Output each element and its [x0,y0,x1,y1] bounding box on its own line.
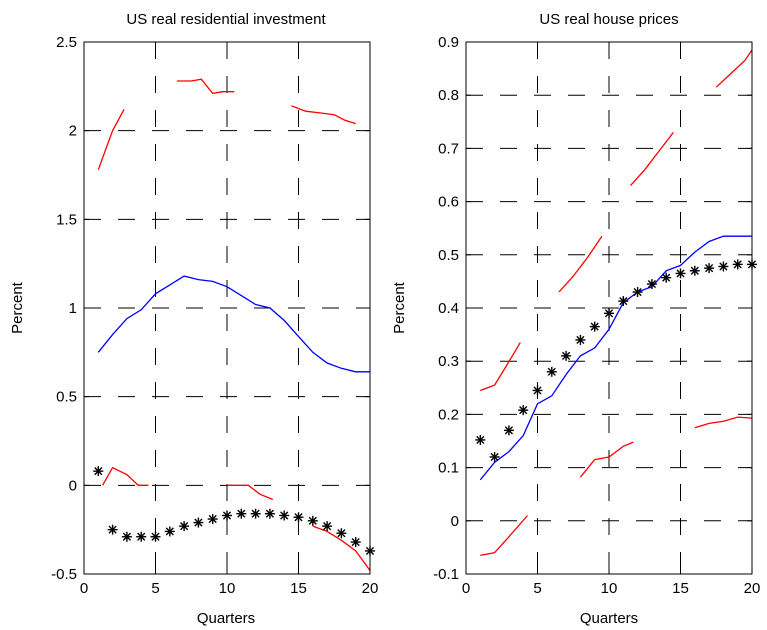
y-axis-label: Percent [9,281,26,334]
confidence-band-segment [227,484,274,501]
y-tick-label: 0.5 [438,247,459,264]
star-marker [518,405,529,416]
star-marker [93,466,104,477]
star-marker [350,537,361,548]
star-marker [336,528,347,539]
star-marker [250,508,261,519]
star-marker [546,366,557,377]
data-series [475,49,757,557]
star-marker [561,350,572,361]
star-marker [675,268,686,279]
y-tick-label: 2 [69,123,77,140]
y-axis-label: Percent [391,281,408,334]
x-tick-label: 20 [362,580,379,597]
star-marker [107,524,118,535]
star-marker [661,272,672,283]
y-tick-label: 0.3 [438,353,459,370]
star-marker [264,508,275,519]
x-tick-label: 5 [151,580,159,597]
confidence-band-segment [694,416,753,429]
x-axis-label: Quarters [580,610,638,627]
x-tick-label: 5 [533,580,541,597]
star-marker [207,514,218,525]
data-series [93,78,375,571]
y-tick-label: -0.5 [51,566,77,583]
median-response-line [479,235,752,481]
y-tick-label: 0.5 [56,389,77,406]
x-tick-label: 10 [219,580,236,597]
x-tick-label: 20 [744,580,761,597]
y-tick-label: 0 [451,513,459,530]
y-tick-label: -0.1 [433,566,459,583]
tick-labels: 0 5 10 15 20-0.500.511.522.5 [51,34,378,597]
star-marker [222,510,232,521]
median-response-line [97,275,370,373]
star-marker [279,510,290,521]
y-tick-label: 0.8 [438,87,459,104]
star-marker [618,296,629,307]
star-marker [193,517,204,528]
star-marker [589,321,600,332]
x-axis-label: Quarters [197,610,255,627]
confidence-band-segment [480,515,528,557]
star-marker [489,451,500,462]
star-marker [604,308,614,319]
y-tick-label: 1.5 [56,211,77,228]
y-tick-label: 1 [69,300,77,317]
confidence-band-segment [312,525,371,571]
y-tick-label: 0.1 [438,460,459,477]
y-tick-label: 0.6 [438,194,459,211]
house-prices-chart: US real house prices Quarters Percent 0 5… [391,11,760,627]
star-marker [475,434,486,445]
star-marker [646,279,657,290]
star-marker [532,385,543,396]
x-tick-label: 15 [290,580,307,597]
y-tick-label: 0.7 [438,140,459,157]
plot-frame [465,41,753,575]
confidence-band-segment [579,441,634,478]
star-marker [150,531,161,542]
star-marker [164,526,175,537]
star-marker [503,425,514,436]
star-marker [293,512,304,523]
plot-frame [83,41,371,575]
x-tick-label: 15 [672,580,689,597]
confidence-band-segment [291,105,356,125]
grid-lines [466,42,752,574]
confidence-band-segment [176,78,235,95]
confidence-band-segment [102,466,149,486]
confidence-band-segment [715,49,753,88]
star-marker [575,334,586,345]
y-tick-label: 0.9 [438,34,459,51]
star-marker [179,521,190,532]
confidence-band-segment [480,342,521,392]
star-marker [704,263,715,274]
y-tick-label: 0.2 [438,406,459,423]
confidence-band-segment [630,132,674,187]
star-marker [718,261,729,272]
star-marker [236,508,247,519]
chart-title: US real residential investment [126,11,326,28]
star-marker [136,531,147,542]
x-tick-label: 0 [462,580,470,597]
x-tick-label: 10 [601,580,618,597]
confidence-band-segment [558,235,603,293]
y-tick-label: 0.4 [438,300,459,317]
star-marker [632,287,643,298]
star-marker [307,515,318,526]
star-marker [689,265,700,276]
star-marker [322,521,333,532]
star-marker [121,531,132,542]
x-tick-label: 0 [80,580,88,597]
star-marker [732,259,743,270]
y-tick-label: 2.5 [56,34,77,51]
confidence-band-segment [97,109,125,170]
y-tick-label: 0 [69,477,77,494]
chart-title: US real house prices [539,11,678,28]
residential-investment-chart: US real residential investment Quarters … [9,11,378,627]
